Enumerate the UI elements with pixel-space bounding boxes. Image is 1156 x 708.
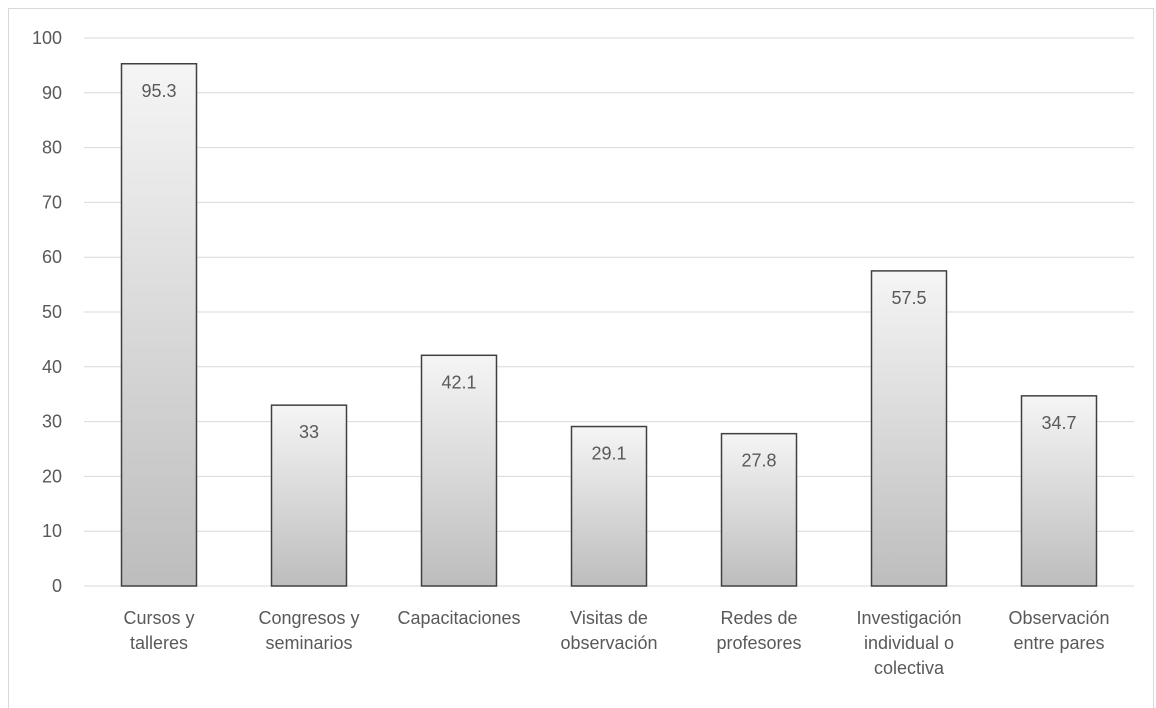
data-label: 33 bbox=[299, 422, 319, 442]
bar bbox=[870, 270, 948, 587]
y-tick-label: 0 bbox=[52, 576, 62, 596]
x-tick-label: observación bbox=[560, 633, 657, 653]
bar bbox=[1020, 395, 1098, 587]
x-tick-label: individual o bbox=[864, 633, 954, 653]
y-tick-label: 10 bbox=[42, 521, 62, 541]
y-tick-label: 50 bbox=[42, 302, 62, 322]
gridlines bbox=[84, 37, 1134, 587]
x-tick-label: Congresos y bbox=[258, 608, 359, 628]
y-tick-label: 80 bbox=[42, 138, 62, 158]
y-tick-label: 20 bbox=[42, 466, 62, 486]
data-label: 95.3 bbox=[141, 81, 176, 101]
y-tick-label: 70 bbox=[42, 192, 62, 212]
x-tick-label: Investigación bbox=[856, 608, 961, 628]
data-label: 57.5 bbox=[891, 288, 926, 308]
x-tick-label: entre pares bbox=[1013, 633, 1104, 653]
y-tick-label: 60 bbox=[42, 247, 62, 267]
bars bbox=[120, 63, 1098, 587]
bar bbox=[720, 432, 798, 587]
x-axis-ticks: Cursos y talleres Congresos y seminarios Cap… bbox=[123, 608, 1109, 678]
data-label: 27.8 bbox=[741, 451, 776, 471]
x-tick-label: Observación bbox=[1008, 608, 1109, 628]
x-tick-label: Cursos y bbox=[123, 608, 194, 628]
bar bbox=[570, 425, 648, 587]
bar bbox=[120, 63, 198, 587]
data-label: 29.1 bbox=[591, 444, 626, 464]
y-tick-label: 40 bbox=[42, 357, 62, 377]
data-labels: 95.3 33 42.1 29.1 27.8 57.5 34.7 bbox=[141, 81, 1076, 471]
y-tick-label: 100 bbox=[32, 28, 62, 48]
x-tick-label: talleres bbox=[130, 633, 188, 653]
data-label: 34.7 bbox=[1041, 413, 1076, 433]
x-tick-label: Visitas de bbox=[570, 608, 648, 628]
x-tick-label: seminarios bbox=[265, 633, 352, 653]
y-tick-label: 30 bbox=[42, 412, 62, 432]
chart-frame bbox=[8, 8, 1154, 708]
y-tick-label: 90 bbox=[42, 83, 62, 103]
x-tick-label: colectiva bbox=[874, 658, 945, 678]
bar bbox=[420, 354, 498, 587]
x-tick-label: profesores bbox=[716, 633, 801, 653]
y-axis-ticks: 0 10 20 30 40 50 60 70 80 90 100 bbox=[32, 28, 62, 596]
x-tick-label: Redes de bbox=[720, 608, 797, 628]
x-tick-label: Capacitaciones bbox=[397, 608, 520, 628]
bar bbox=[270, 404, 348, 587]
data-label: 42.1 bbox=[441, 372, 476, 392]
